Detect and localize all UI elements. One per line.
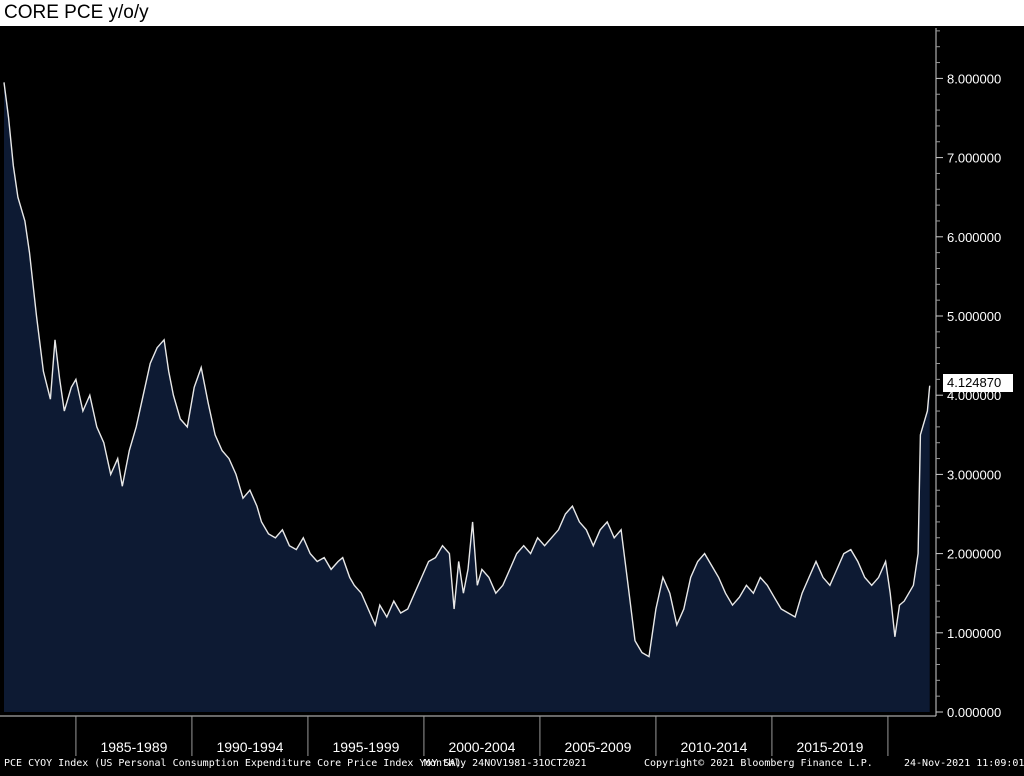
footer-index-description: PCE CYOY Index (US Personal Consumption … — [4, 758, 462, 769]
x-tick-label: 2010-2014 — [680, 739, 747, 755]
y-tick-label: 0.000000 — [947, 705, 1001, 720]
chart-frame: 0.000000 1.000000 2.000000 3.000000 4.000000… — [0, 26, 1024, 776]
y-tick-label: 6.000000 — [947, 230, 1001, 245]
page-title: CORE PCE y/o/y — [4, 2, 149, 23]
y-tick-label: 1.000000 — [947, 626, 1001, 641]
footer-copyright: Copyright© 2021 Bloomberg Finance L.P. — [644, 758, 873, 769]
x-tick-label: 2005-2009 — [564, 739, 631, 755]
x-tick-label: 1990-1994 — [216, 739, 283, 755]
last-value-label: 4.124870 — [943, 374, 1013, 392]
footer-date-range: Monthly 24NOV1981-31OCT2021 — [424, 758, 587, 769]
y-tick-label: 2.000000 — [947, 547, 1001, 562]
series-area — [4, 82, 930, 712]
x-tick-label: 1985-1989 — [100, 739, 167, 755]
footer-timestamp: 24-Nov-2021 11:09:01 — [904, 758, 1024, 769]
y-tick-label: 7.000000 — [947, 151, 1001, 166]
core-pce-chart: 0.0000001.0000002.0000003.0000004.000000… — [0, 28, 1001, 756]
y-tick-label: 5.000000 — [947, 309, 1001, 324]
x-tick-label: 2015-2019 — [796, 739, 863, 755]
y-tick-label: 3.000000 — [947, 467, 1001, 482]
y-tick-label: 8.000000 — [947, 71, 1001, 86]
x-tick-label: 2000-2004 — [448, 739, 515, 755]
series-line — [3, 82, 931, 658]
x-tick-label: 1995-1999 — [332, 739, 399, 755]
